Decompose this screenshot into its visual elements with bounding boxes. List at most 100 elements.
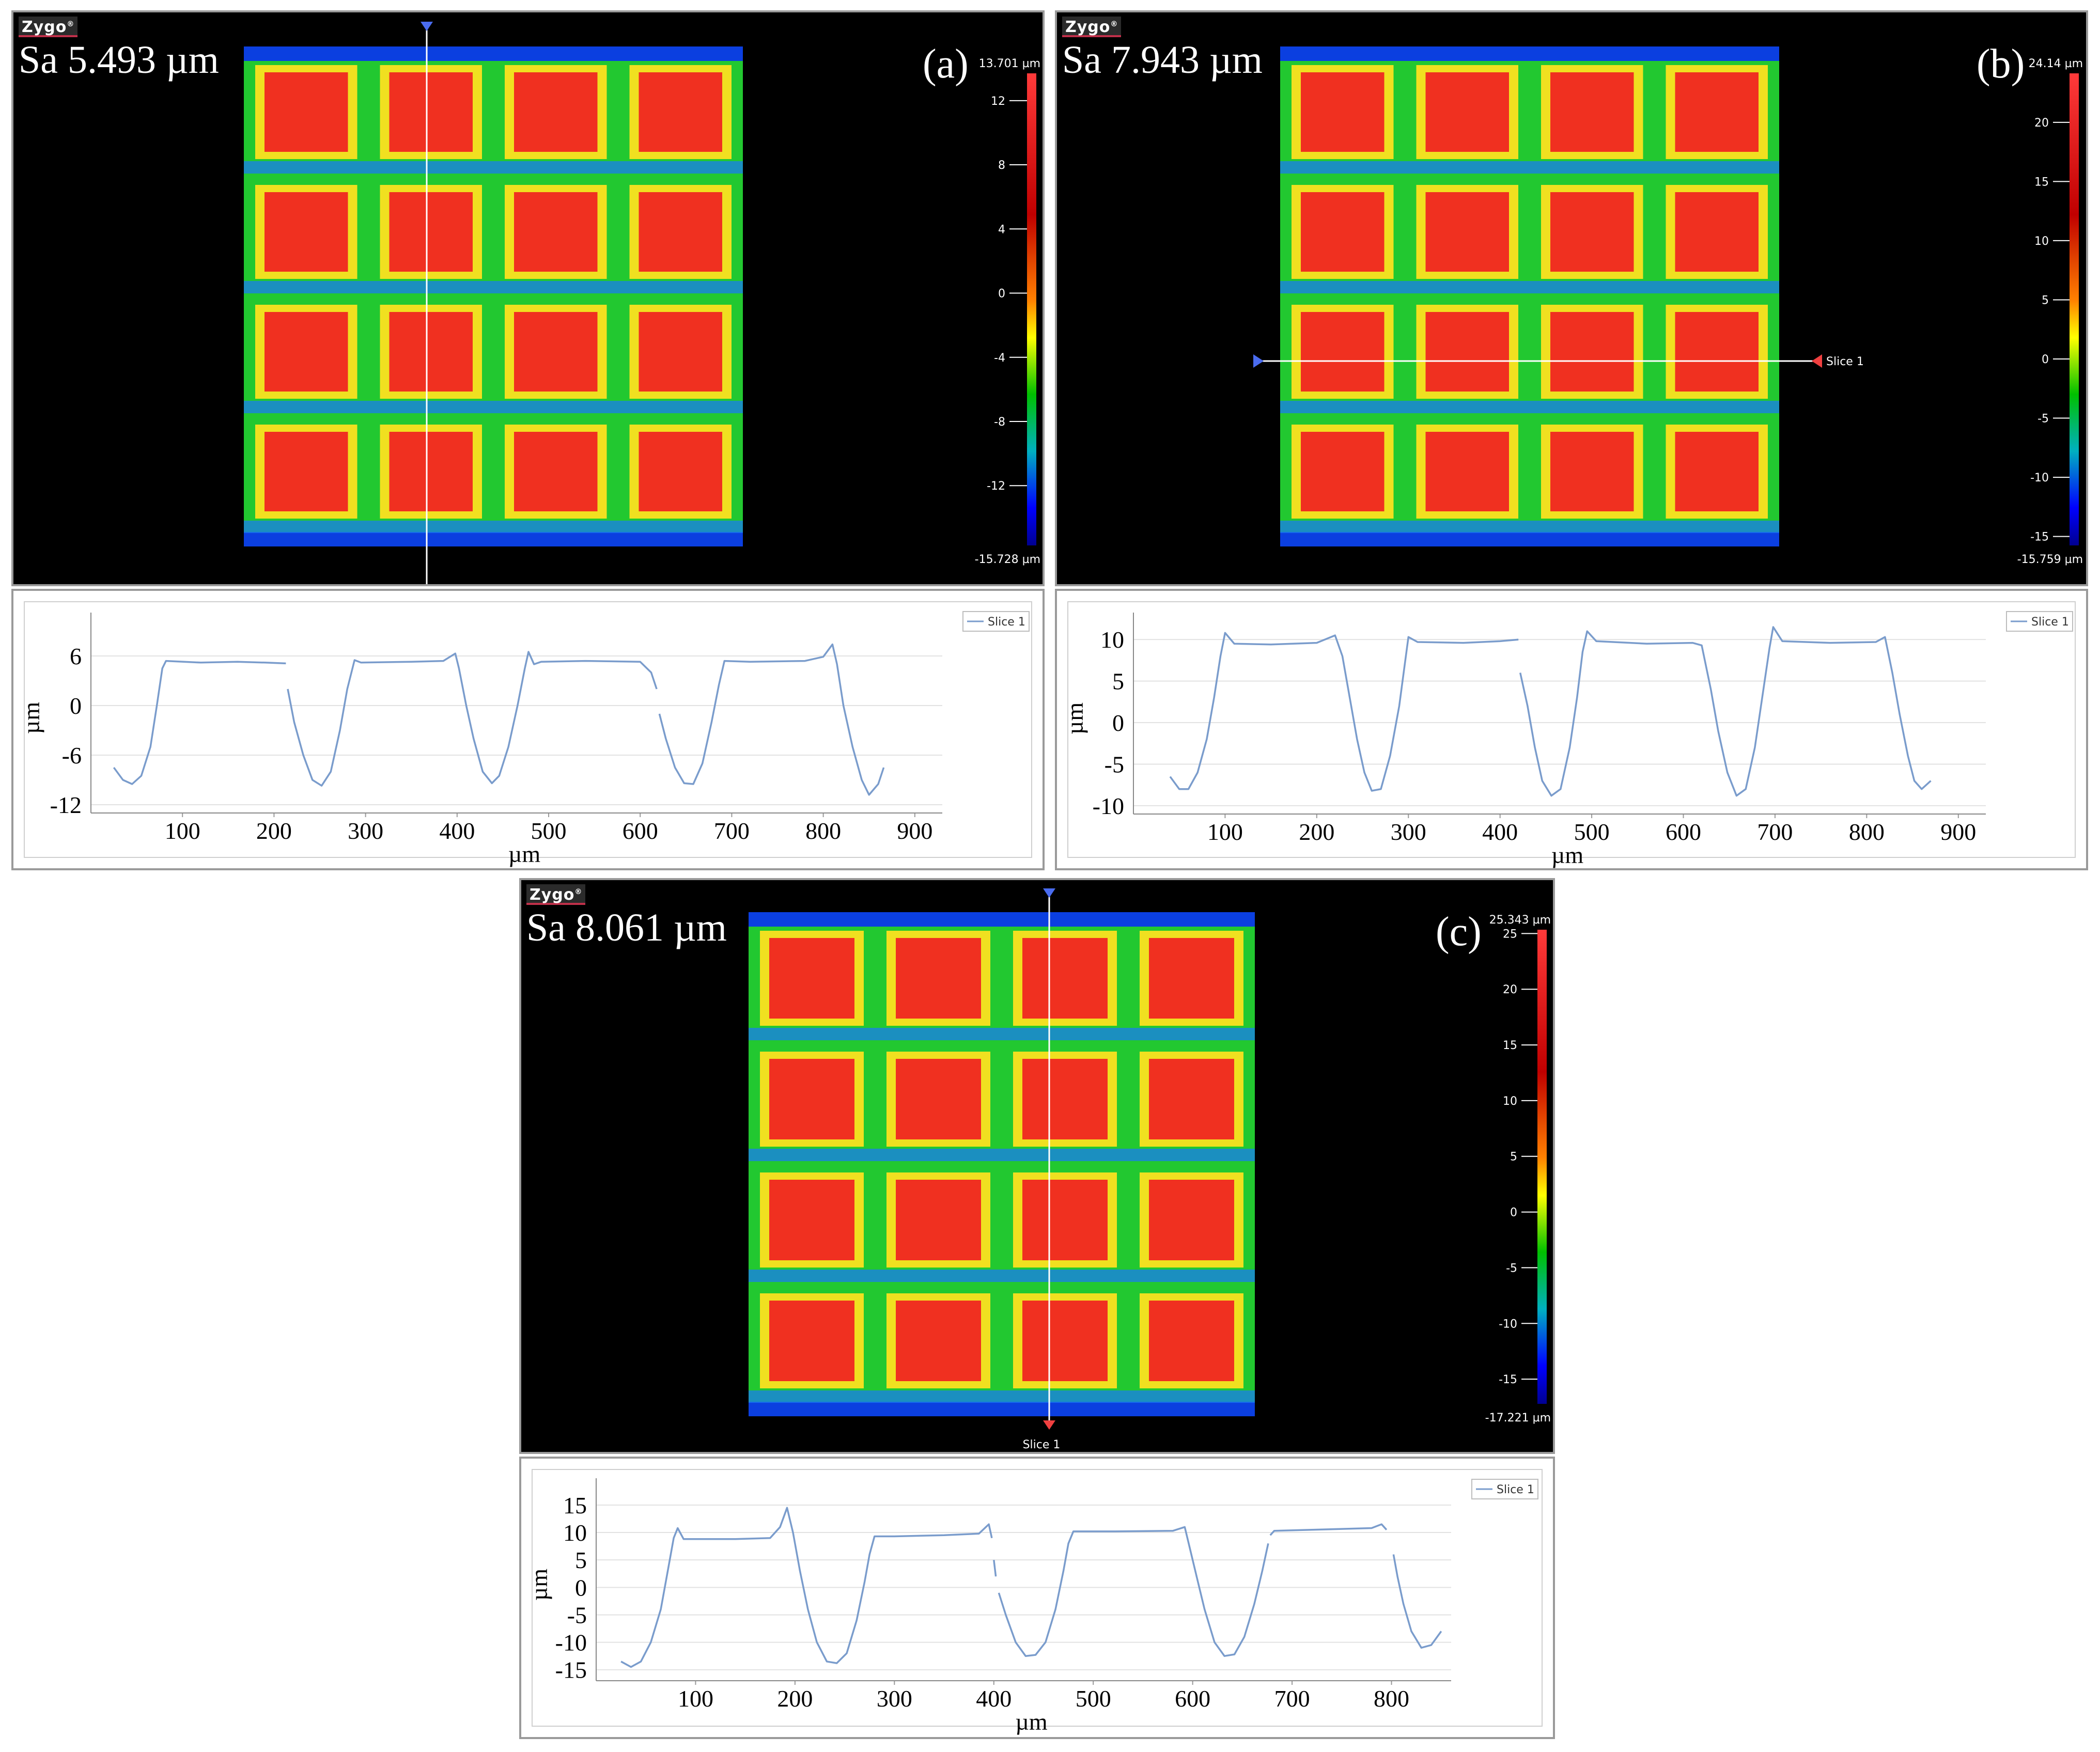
legend-label: Slice 1 — [988, 616, 1025, 629]
profile-plot-area-c — [532, 1469, 1543, 1727]
scale-tick-label: -5 — [2037, 413, 2049, 426]
scale-tick-label: -5 — [1506, 1262, 1517, 1275]
panel-label-c: (c) — [1436, 909, 1482, 955]
panel-c: 25.343 µm -17.221 µm 25 20 15 10 5 0 -5 -10 -15 Sli… — [519, 878, 1555, 1739]
surface-pillar-top — [769, 1059, 854, 1139]
panel-a: 13.701 µm -15.728 µm 12 8 4 0 -4 -8 -12 Zygo® Sa… — [11, 10, 1045, 870]
surface-valley-row — [1280, 161, 1779, 174]
x-tick-label: 600 — [1175, 1685, 1210, 1712]
surface-pillar-top — [1425, 432, 1509, 511]
surface-pillar-top — [514, 192, 598, 272]
surface-viewer-c[interactable]: 25.343 µm -17.221 µm 25 20 15 10 5 0 -5 -10 -15 Sli… — [519, 878, 1555, 1454]
x-tick-label: 600 — [1666, 819, 1701, 845]
profile-line-segment — [113, 660, 286, 785]
scale-max-label: 25.343 µm — [1489, 914, 1551, 927]
scale-tick-label: 10 — [2034, 235, 2049, 248]
surface-pillar-top — [389, 72, 473, 152]
surface-valley-row — [1280, 401, 1779, 413]
legend-label: Slice 1 — [1497, 1483, 1534, 1496]
surface-pillar-top — [514, 312, 598, 392]
y-tick-label: -6 — [62, 742, 82, 769]
surface-pillar-top — [389, 432, 473, 511]
surface-pillar-top — [1022, 938, 1108, 1019]
slice-label: Slice 1 — [1826, 355, 1864, 368]
x-tick-label: 800 — [1374, 1685, 1409, 1712]
y-tick-label: -10 — [1093, 793, 1124, 819]
surface-viewer-b[interactable]: 24.14 µm -15.759 µm 20 15 10 5 0 -5 -10 -15 Slice … — [1055, 10, 2088, 586]
scale-max-label: 13.701 µm — [979, 57, 1040, 70]
surface-pillar-top — [1301, 72, 1385, 152]
x-tick-label: 500 — [531, 818, 567, 844]
scale-tick-label: 10 — [1503, 1095, 1517, 1108]
surface-pillar-top — [265, 72, 348, 152]
y-tick-label: 6 — [70, 643, 82, 669]
scale-tick-label: 15 — [2034, 176, 2049, 189]
surface-pillar-top — [265, 432, 348, 511]
surface-pillar-top — [265, 312, 348, 392]
scale-tick-label: 8 — [998, 159, 1005, 172]
profile-line-segment — [620, 1507, 993, 1668]
y-tick-label: 0 — [70, 693, 82, 719]
x-tick-label: 900 — [897, 818, 932, 844]
x-tick-label: 400 — [976, 1685, 1012, 1712]
surface-map-b: 24.14 µm -15.759 µm 20 15 10 5 0 -5 -10 -15 Slice … — [1253, 46, 2083, 566]
scale-max-label: 24.14 µm — [2029, 57, 2083, 70]
surface-pillar-top — [896, 1180, 981, 1260]
y-tick-label: -12 — [50, 792, 82, 818]
x-tick-label: 200 — [777, 1685, 813, 1712]
x-tick-label: 300 — [348, 818, 383, 844]
zygo-logo-c: Zygo® — [526, 884, 586, 905]
sa-value-c: Sa 8.061 µm — [526, 906, 727, 949]
surface-pillar-top — [769, 1180, 854, 1260]
scale-min-label: -15.759 µm — [2017, 553, 2083, 566]
surface-valley-row — [749, 1028, 1255, 1040]
scale-tick-label: 20 — [2034, 117, 2049, 130]
surface-pillar-top — [769, 938, 854, 1019]
surface-pillar-top — [896, 1301, 981, 1381]
profile-chart-c: 15 10 5 0 -5 -10 -15 100 200 300 400 500 600 700 800 µm… — [519, 1457, 1555, 1739]
zygo-logo-a: Zygo® — [19, 17, 78, 37]
x-tick-label: 500 — [1574, 819, 1610, 845]
slice-end-marker — [1043, 1420, 1055, 1430]
surface-valley-row — [1280, 521, 1779, 533]
scale-min-label: -17.221 µm — [1485, 1412, 1551, 1425]
surface-valley-row — [749, 1270, 1255, 1282]
x-tick-label: 300 — [1391, 819, 1426, 845]
surface-pillar-top — [1149, 1301, 1234, 1381]
surface-pillar-top — [1022, 1180, 1108, 1260]
scale-tick-label: 15 — [1503, 1039, 1517, 1052]
y-tick-label: -5 — [567, 1602, 587, 1628]
surface-pillar-top — [639, 432, 722, 511]
surface-valley-row — [749, 1149, 1255, 1161]
x-tick-label: 700 — [1757, 819, 1793, 845]
surface-pillar-top — [1425, 72, 1509, 152]
y-axis-label: µm — [526, 1569, 552, 1601]
surface-pillar-top — [1550, 312, 1634, 392]
color-scale-bar — [2070, 73, 2079, 545]
surface-pillar-top — [1550, 192, 1634, 272]
y-tick-label: 10 — [1100, 627, 1124, 653]
surface-pillar-top — [896, 1059, 981, 1139]
profile-line-segment — [993, 1559, 997, 1577]
profile-line-segment — [1169, 632, 1519, 792]
slice-start-marker — [1043, 888, 1055, 898]
surface-pillar-top — [514, 432, 598, 511]
surface-pillar-top — [1022, 1059, 1108, 1139]
x-tick-label: 100 — [165, 818, 200, 844]
surface-pillar-top — [389, 192, 473, 272]
slice-start-marker — [421, 22, 433, 31]
surface-pillar-top — [1149, 1059, 1234, 1139]
y-tick-label: 10 — [563, 1520, 587, 1546]
x-tick-label: 700 — [1274, 1685, 1310, 1712]
surface-pillar-top — [1301, 312, 1385, 392]
x-tick-label: 900 — [1940, 819, 1976, 845]
surface-pillar-top — [1550, 72, 1634, 152]
y-tick-label: 15 — [563, 1492, 587, 1519]
surface-viewer-a[interactable]: 13.701 µm -15.728 µm 12 8 4 0 -4 -8 -12 Zygo® Sa… — [11, 10, 1045, 586]
surface-pillar-top — [1675, 312, 1759, 392]
profile-line-segment — [658, 643, 885, 796]
surface-valley-row — [244, 161, 743, 174]
x-tick-label: 300 — [877, 1685, 912, 1712]
x-tick-label: 400 — [1482, 819, 1518, 845]
